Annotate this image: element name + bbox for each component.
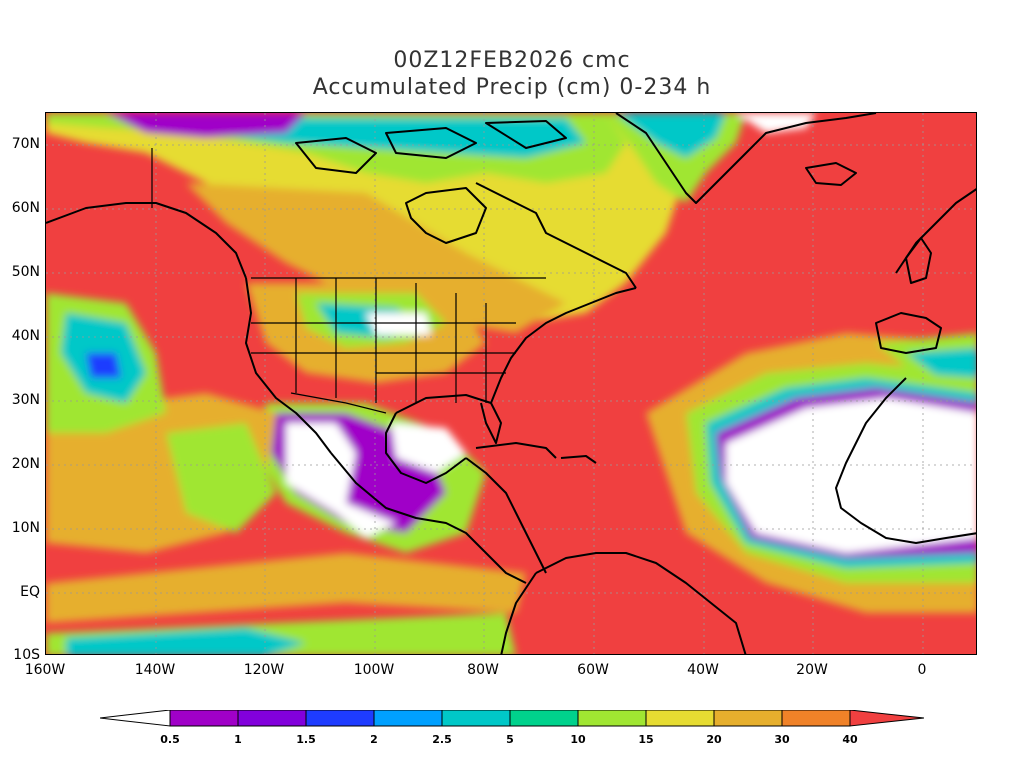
- colorbar-label: 15: [638, 733, 654, 746]
- colorbar-segment-6: [509, 710, 579, 727]
- coastline-hudson-bay: [405, 187, 487, 244]
- lat-label-20n: 20N: [11, 456, 40, 472]
- border-us-states: [251, 278, 516, 403]
- lat-label-eq: EQ: [20, 584, 40, 600]
- lon-label-100w: 100W: [353, 662, 395, 678]
- lon-label-0: 0: [917, 662, 927, 678]
- colorbar-segment-10: [781, 710, 851, 727]
- lat-label-70n: 70N: [11, 136, 40, 152]
- lon-label-140w: 140W: [134, 662, 176, 678]
- lat-label-60n: 60N: [11, 200, 40, 216]
- lon-label-120w: 120W: [243, 662, 285, 678]
- colorbar-arrow-right: [849, 710, 924, 727]
- precip-equatorial-band: [46, 553, 526, 623]
- coastline-canada-northeast: [475, 182, 637, 289]
- precip-central-pacific-green: [166, 423, 276, 533]
- colorbar-label: 1.5: [296, 733, 316, 746]
- lon-label-40w: 40W: [687, 662, 719, 678]
- coastline-south-america: [535, 552, 747, 654]
- precip-great-plains-white: [366, 313, 431, 335]
- precip-europe-cyan: [906, 348, 976, 378]
- precip-contours: [46, 113, 976, 654]
- coastline-florida: [480, 402, 502, 444]
- precip-atlantic-dry-white: [726, 398, 976, 553]
- lat-label-10n: 10N: [11, 520, 40, 536]
- lat-label-50n: 50N: [11, 264, 40, 280]
- border-us-mexico: [290, 392, 387, 414]
- precip-canada-orange: [186, 183, 566, 333]
- colorbar-segment-5: [441, 710, 511, 727]
- colorbar-label: 5: [506, 733, 514, 746]
- colorbar-label: 30: [774, 733, 790, 746]
- coastline-hispaniola: [560, 455, 597, 464]
- coastline-iceland: [805, 162, 857, 186]
- coastline-british-isles: [905, 237, 932, 284]
- coastline-mexico-pacific: [330, 452, 527, 584]
- precip-mexico-white: [286, 423, 396, 538]
- colorbar-label: 2.5: [432, 733, 452, 746]
- coastline-us-east: [490, 287, 637, 404]
- colorbar-segment-3: [305, 710, 375, 727]
- colorbar-label: 10: [570, 733, 586, 746]
- borders: [151, 148, 546, 414]
- precip-map-canvas: [46, 113, 976, 654]
- colorbar-label: 2: [370, 733, 378, 746]
- colorbar-label: 20: [706, 733, 722, 746]
- colorbar-label: 40: [842, 733, 858, 746]
- coastline-africa-west: [835, 377, 976, 544]
- colorbar-segment-1: [169, 710, 239, 727]
- precip-greenland-cyan: [616, 113, 726, 158]
- colorbar-segment-4: [373, 710, 443, 727]
- precip-greenland-white: [736, 113, 816, 133]
- coastline-arctic-islands: [295, 120, 567, 174]
- precip-gulf-white: [391, 423, 466, 473]
- lon-label-60w: 60W: [577, 662, 609, 678]
- coastline-us-gulf: [395, 394, 492, 414]
- colorbar-segment-8: [645, 710, 715, 727]
- lon-label-20w: 20W: [796, 662, 828, 678]
- coastline-central-america: [465, 457, 547, 574]
- colorbar-segment-9: [713, 710, 783, 727]
- colorbar-segment-7: [577, 710, 647, 727]
- coastline-south-america-west: [500, 572, 537, 654]
- colorbar-segment-2: [237, 710, 307, 727]
- precip-southern-cyan: [66, 628, 306, 654]
- coastline-iberia: [875, 312, 942, 354]
- coastlines: [46, 113, 976, 654]
- lat-label-10s: 10S: [13, 647, 40, 663]
- lon-label-160w: 160W: [24, 662, 66, 678]
- colorbar-label: 0.5: [160, 733, 180, 746]
- colorbar: [100, 710, 924, 727]
- colorbar-arrow-left: [100, 710, 171, 727]
- map-subtitle: Accumulated Precip (cm) 0-234 h: [312, 75, 712, 100]
- coastline-us-west: [245, 277, 332, 454]
- lat-label-40n: 40N: [11, 328, 40, 344]
- precip-pacific-blue: [86, 353, 121, 378]
- lon-label-80w: 80W: [467, 662, 499, 678]
- lat-label-30n: 30N: [11, 392, 40, 408]
- coastline-alaska: [46, 202, 247, 279]
- coastline-cuba: [475, 442, 557, 459]
- colorbar-label: 1: [234, 733, 242, 746]
- coastline-mexico-gulf: [385, 412, 467, 484]
- coastline-greenland: [615, 113, 877, 204]
- precip-map: [45, 112, 977, 655]
- map-title: 00Z12FEB2026 cmc: [393, 48, 631, 73]
